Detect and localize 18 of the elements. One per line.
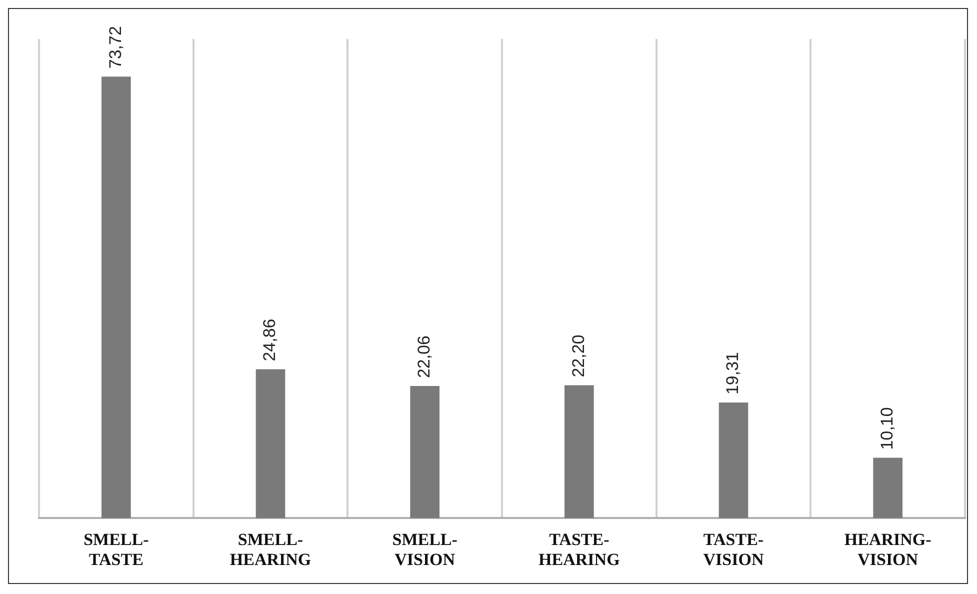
data-label: 10,10 [878,407,897,450]
data-label: 22,06 [414,336,434,378]
bar [410,386,440,518]
x-tick-label: SMELL-HEARING [230,530,312,570]
bar [564,385,594,518]
bar [256,369,286,518]
x-tick-label: HEARING-VISION [844,530,932,570]
x-tick-label: SMELL-VISION [392,530,458,570]
x-tick-label: TASTE-VISION [703,530,764,570]
bar [718,402,748,518]
data-label: 24,86 [260,318,280,362]
data-label: 19,31 [723,352,742,395]
x-tick-label: SMELL-TASTE [84,530,150,570]
data-label: 73,72 [106,26,125,69]
bar [873,458,902,518]
data-label: 22,20 [568,334,588,378]
bar [102,76,131,518]
x-tick-label: TASTE-HEARING [538,530,620,570]
